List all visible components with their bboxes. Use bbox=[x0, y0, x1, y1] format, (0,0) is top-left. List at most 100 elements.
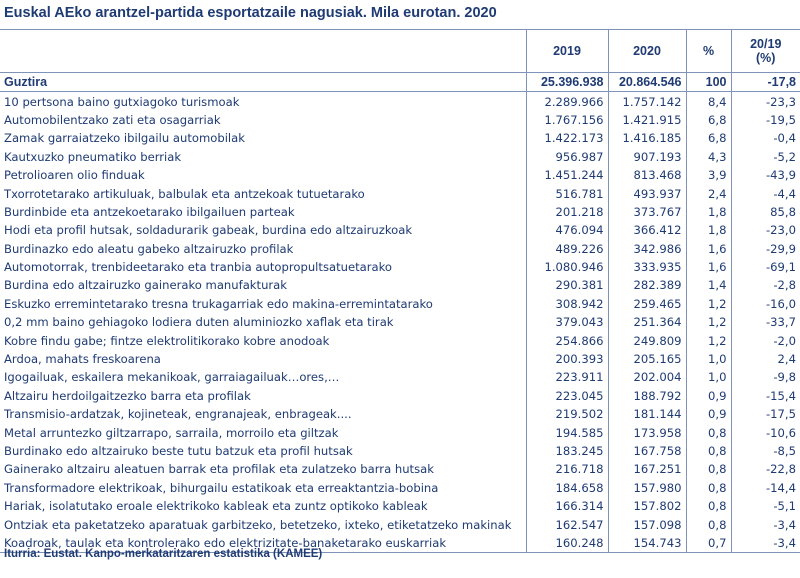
row-change: -17,5 bbox=[730, 405, 800, 424]
table-row: Burdinako edo altzairuko beste tutu batz… bbox=[0, 441, 800, 461]
row-2020: 813.468 bbox=[607, 165, 686, 185]
row-change: -0,4 bbox=[730, 129, 800, 148]
row-2019: 200.393 bbox=[525, 349, 608, 369]
table-row: 10 pertsona baino gutxiagoko turismoak 2.… bbox=[0, 91, 800, 111]
header-change-top: 20/19 bbox=[750, 37, 782, 51]
table-row: Hariak, isolatutako eroale elektrikoko k… bbox=[0, 496, 800, 516]
row-label: Hodi eta profil hutsak, soldadurarik gab… bbox=[4, 223, 413, 238]
total-label: Guztira bbox=[0, 72, 526, 93]
row-percent: 8,4 bbox=[685, 91, 731, 111]
header-label-cell bbox=[0, 30, 526, 73]
row-2020: 493.937 bbox=[607, 184, 686, 203]
row-label: Ardoa, mahats freskoarena bbox=[4, 352, 161, 367]
total-2019: 25.396.938 bbox=[525, 72, 608, 93]
row-2019: 2.289.966 bbox=[525, 91, 608, 111]
total-change: -17,8 bbox=[730, 72, 800, 93]
table-row: Altzairu herdoilgaitzezko barra eta prof… bbox=[0, 386, 800, 406]
row-change: -15,4 bbox=[730, 386, 800, 406]
header-row: 2019 2020 % 20/19 (%) bbox=[0, 30, 800, 73]
row-change: -5,1 bbox=[730, 496, 800, 516]
row-label: Hariak, isolatutako eroale elektrikoko k… bbox=[4, 499, 428, 514]
row-label: Transformadore elektrikoak, bihurgailu e… bbox=[4, 480, 439, 495]
row-label: Metal arruntezko giltzarrapo, sarraila, … bbox=[4, 425, 339, 440]
table-row: 0,2 mm baino gehiagoko lodiera duten alu… bbox=[0, 313, 800, 332]
row-2019: 956.987 bbox=[525, 147, 608, 166]
row-percent: 0,8 bbox=[685, 460, 731, 479]
table-row: Automobilentzako zati eta osagarriak 1.76… bbox=[0, 110, 800, 130]
row-2020: 181.144 bbox=[607, 405, 686, 424]
row-2019: 223.045 bbox=[525, 386, 608, 406]
header-2020: 2020 bbox=[607, 30, 686, 73]
row-2020: 373.767 bbox=[607, 202, 686, 222]
title-divider bbox=[0, 29, 800, 30]
row-2020: 249.809 bbox=[607, 331, 686, 350]
table-row: Eskuzko erremintetarako tresna trukagarr… bbox=[0, 294, 800, 314]
row-2019: 254.866 bbox=[525, 331, 608, 350]
row-percent: 1,8 bbox=[685, 221, 731, 240]
row-2019: 379.043 bbox=[525, 313, 608, 332]
table-row: Gainerako altzairu aleatuen barrak eta p… bbox=[0, 460, 800, 479]
row-label: Transmisio-ardatzak, kojineteak, engrana… bbox=[4, 407, 352, 422]
row-label: Burdinazko edo aleatu gabeko altzairuzko… bbox=[4, 241, 294, 256]
row-label: Kobre findu gabe; fintze elektrolitikora… bbox=[4, 333, 330, 348]
row-2020: 157.980 bbox=[607, 478, 686, 497]
exports-table: 2019 2020 % 20/19 (%) Guztira 25.396.938… bbox=[0, 30, 800, 554]
table-row: Ontziak eta paketatzeko aparatuak garbit… bbox=[0, 515, 800, 534]
row-label: Kautxuzko pneumatiko berriak bbox=[4, 149, 182, 164]
row-label: Altzairu herdoilgaitzezko barra eta prof… bbox=[4, 388, 251, 403]
row-2019: 201.218 bbox=[525, 202, 608, 222]
total-row: Guztira 25.396.938 20.864.546 100 -17,8 bbox=[0, 72, 800, 93]
header-percent: % bbox=[685, 30, 731, 73]
row-2019: 290.381 bbox=[525, 276, 608, 295]
table-row: Burdina edo altzairuzko gainerako manufa… bbox=[0, 276, 800, 295]
row-label: Igogailuak, eskailera mekanikoak, garrai… bbox=[4, 370, 340, 385]
row-2020: 205.165 bbox=[607, 349, 686, 369]
row-2020: 1.416.185 bbox=[607, 129, 686, 148]
row-label: Automobilentzako zati eta osagarriak bbox=[4, 112, 221, 127]
row-change: -10,6 bbox=[730, 423, 800, 442]
row-change: -3,4 bbox=[730, 515, 800, 534]
row-percent: 0,8 bbox=[685, 478, 731, 497]
row-change: -14,4 bbox=[730, 478, 800, 497]
row-percent: 1,6 bbox=[685, 257, 731, 277]
row-percent: 1,2 bbox=[685, 313, 731, 332]
header-change: 20/19 (%) bbox=[730, 30, 800, 73]
row-percent: 0,9 bbox=[685, 386, 731, 406]
row-percent: 1,0 bbox=[685, 368, 731, 387]
row-percent: 3,9 bbox=[685, 165, 731, 185]
row-label: Ontziak eta paketatzeko aparatuak garbit… bbox=[4, 517, 512, 532]
row-2020: 173.958 bbox=[607, 423, 686, 442]
row-2020: 167.251 bbox=[607, 460, 686, 479]
row-2019: 1.767.156 bbox=[525, 110, 608, 130]
row-percent: 0,7 bbox=[685, 533, 731, 554]
total-2020: 20.864.546 bbox=[607, 72, 686, 93]
row-percent: 1,2 bbox=[685, 294, 731, 314]
row-change: -33,7 bbox=[730, 313, 800, 332]
row-2019: 516.781 bbox=[525, 184, 608, 203]
row-2020: 282.389 bbox=[607, 276, 686, 295]
row-percent: 0,8 bbox=[685, 423, 731, 442]
row-percent: 6,8 bbox=[685, 129, 731, 148]
row-percent: 0,8 bbox=[685, 441, 731, 461]
row-2020: 157.802 bbox=[607, 496, 686, 516]
row-change: -9,8 bbox=[730, 368, 800, 387]
row-2019: 166.314 bbox=[525, 496, 608, 516]
row-2020: 167.758 bbox=[607, 441, 686, 461]
row-2020: 333.935 bbox=[607, 257, 686, 277]
row-2020: 202.004 bbox=[607, 368, 686, 387]
row-label: Gainerako altzairu aleatuen barrak eta p… bbox=[4, 462, 434, 477]
row-label: Petrolioaren olio finduak bbox=[4, 168, 145, 183]
row-change: -23,3 bbox=[730, 91, 800, 111]
row-2020: 188.792 bbox=[607, 386, 686, 406]
table-row: Metal arruntezko giltzarrapo, sarraila, … bbox=[0, 423, 800, 442]
row-percent: 4,3 bbox=[685, 147, 731, 166]
row-label: Burdina edo altzairuzko gainerako manufa… bbox=[4, 278, 288, 293]
table-row: Burdinazko edo aleatu gabeko altzairuzko… bbox=[0, 239, 800, 258]
row-2019: 194.585 bbox=[525, 423, 608, 442]
row-change: -4,4 bbox=[730, 184, 800, 203]
table-row: Kautxuzko pneumatiko berriak 956.987 907.1… bbox=[0, 147, 800, 166]
header-2019: 2019 bbox=[525, 30, 608, 73]
table-row: Automotorrak, trenbideetarako eta tranbi… bbox=[0, 257, 800, 277]
row-label: 10 pertsona baino gutxiagoko turismoak bbox=[4, 94, 240, 109]
row-change: -2,8 bbox=[730, 276, 800, 295]
